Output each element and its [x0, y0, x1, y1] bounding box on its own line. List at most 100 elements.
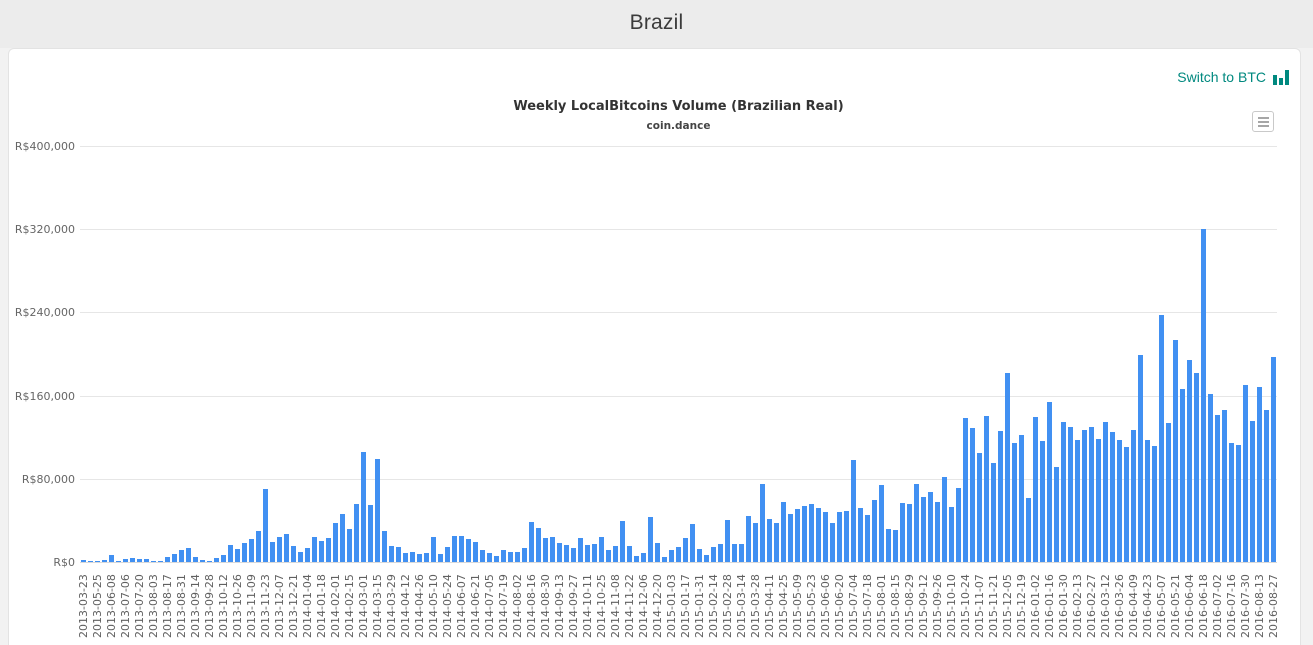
bar[interactable] — [1159, 315, 1164, 562]
bar[interactable] — [1243, 385, 1248, 562]
bar[interactable] — [1033, 417, 1038, 562]
bar[interactable] — [1131, 430, 1136, 562]
bar[interactable] — [1054, 467, 1059, 562]
bar[interactable] — [963, 418, 968, 562]
bar[interactable] — [844, 511, 849, 562]
bar[interactable] — [193, 557, 198, 562]
bar[interactable] — [788, 514, 793, 562]
bar[interactable] — [830, 523, 835, 562]
bar[interactable] — [991, 463, 996, 562]
bar[interactable] — [669, 550, 674, 562]
bar[interactable] — [144, 559, 149, 562]
bar[interactable] — [333, 523, 338, 562]
bar[interactable] — [865, 515, 870, 562]
bar[interactable] — [711, 547, 716, 562]
bar[interactable] — [837, 512, 842, 562]
bar[interactable] — [900, 503, 905, 562]
bar[interactable] — [1012, 443, 1017, 562]
bar[interactable] — [823, 512, 828, 562]
bar[interactable] — [270, 542, 275, 562]
bar[interactable] — [445, 547, 450, 562]
bar[interactable] — [1229, 443, 1234, 562]
bar[interactable] — [529, 522, 534, 562]
bar[interactable] — [102, 560, 107, 562]
bar[interactable] — [1124, 447, 1129, 562]
bar[interactable] — [1166, 423, 1171, 562]
bar[interactable] — [1201, 229, 1206, 562]
bar[interactable] — [704, 555, 709, 562]
bar[interactable] — [907, 504, 912, 562]
bar[interactable] — [1096, 439, 1101, 562]
bar[interactable] — [1222, 410, 1227, 562]
bar[interactable] — [998, 431, 1003, 562]
bar[interactable] — [501, 550, 506, 562]
bar[interactable] — [690, 524, 695, 562]
bar[interactable] — [1180, 389, 1185, 562]
bar[interactable] — [718, 544, 723, 562]
bar[interactable] — [480, 550, 485, 562]
bar[interactable] — [760, 484, 765, 562]
bar[interactable] — [228, 545, 233, 562]
bar[interactable] — [172, 554, 177, 562]
bar[interactable] — [340, 514, 345, 562]
bar[interactable] — [1208, 394, 1213, 562]
bar[interactable] — [1271, 357, 1276, 562]
bar[interactable] — [116, 561, 121, 562]
bar[interactable] — [739, 544, 744, 562]
bar[interactable] — [592, 544, 597, 562]
bar[interactable] — [697, 549, 702, 562]
bar[interactable] — [1005, 373, 1010, 562]
bar[interactable] — [375, 459, 380, 562]
bar[interactable] — [655, 543, 660, 562]
bar[interactable] — [585, 545, 590, 562]
bar[interactable] — [851, 460, 856, 562]
bar[interactable] — [242, 543, 247, 562]
bar[interactable] — [1103, 422, 1108, 562]
bar[interactable] — [179, 550, 184, 562]
bar[interactable] — [284, 534, 289, 562]
bar[interactable] — [753, 523, 758, 562]
bar[interactable] — [326, 538, 331, 562]
bar[interactable] — [935, 502, 940, 562]
bar[interactable] — [781, 502, 786, 562]
bar[interactable] — [1082, 430, 1087, 562]
bar[interactable] — [977, 453, 982, 562]
bar[interactable] — [816, 508, 821, 562]
bar[interactable] — [1173, 340, 1178, 562]
bar[interactable] — [634, 556, 639, 562]
bar[interactable] — [1250, 421, 1255, 562]
bar[interactable] — [641, 553, 646, 562]
bar[interactable] — [1047, 402, 1052, 562]
bar[interactable] — [291, 546, 296, 562]
bar[interactable] — [431, 537, 436, 562]
bar[interactable] — [130, 558, 135, 562]
bar[interactable] — [627, 546, 632, 562]
bar[interactable] — [557, 543, 562, 562]
bar[interactable] — [725, 520, 730, 562]
bar[interactable] — [305, 548, 310, 562]
bar[interactable] — [1040, 441, 1045, 562]
bar[interactable] — [109, 555, 114, 562]
bar[interactable] — [676, 547, 681, 562]
bar[interactable] — [88, 561, 93, 562]
bar[interactable] — [795, 509, 800, 562]
bar[interactable] — [809, 504, 814, 562]
bar[interactable] — [1075, 440, 1080, 562]
bar[interactable] — [1138, 355, 1143, 562]
bar[interactable] — [746, 516, 751, 562]
bar[interactable] — [186, 548, 191, 562]
bar[interactable] — [1215, 415, 1220, 562]
bar[interactable] — [158, 561, 163, 562]
bar[interactable] — [151, 561, 156, 562]
bar[interactable] — [256, 531, 261, 562]
bar[interactable] — [1236, 445, 1241, 562]
bar[interactable] — [1152, 446, 1157, 562]
bar[interactable] — [508, 552, 513, 562]
bar[interactable] — [1089, 427, 1094, 562]
bar[interactable] — [487, 553, 492, 562]
bar[interactable] — [347, 529, 352, 562]
bar[interactable] — [137, 559, 142, 562]
bar[interactable] — [1110, 432, 1115, 562]
bar[interactable] — [1026, 498, 1031, 562]
bar[interactable] — [1187, 360, 1192, 562]
